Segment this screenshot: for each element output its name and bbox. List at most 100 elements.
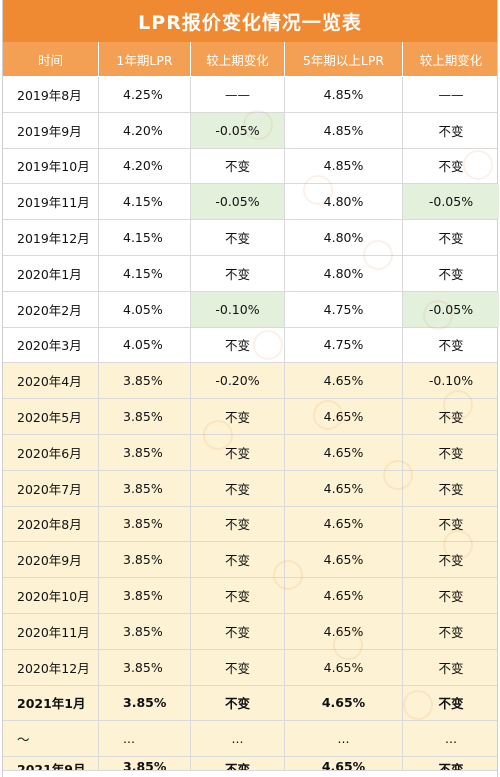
lpr1-cell: 4.15%: [99, 220, 191, 255]
change5-cell: ...: [445, 731, 457, 747]
change5-cell: 不变: [438, 762, 464, 772]
lpr5-cell: 4.80%: [285, 220, 403, 255]
lpr5-cell: 4.85%: [285, 77, 403, 112]
table-row: 2019年11月 4.15% -0.05% 4.80% -0.05%: [3, 184, 499, 221]
month-cell: 2021年9月: [3, 757, 99, 771]
change5-cell: 不变: [438, 159, 464, 175]
month-cell: 2019年10月: [3, 148, 99, 184]
table-row: 2020年6月 3.85% 不变 4.65% 不变: [3, 434, 497, 471]
table-row: 2019年9月 4.20% -0.05% 4.85% 不变: [3, 112, 497, 149]
month-cell: 2021年1月: [3, 685, 99, 721]
lpr5-cell: 4.80%: [285, 255, 403, 291]
lpr5-cell: ...: [285, 721, 403, 757]
change1-cell: ...: [191, 721, 285, 757]
lpr1-cell: 3.85%: [99, 470, 191, 506]
lpr1-cell: 4.20%: [99, 112, 191, 148]
change5-cell: 不变: [438, 123, 464, 139]
lpr1-cell: 3.85%: [99, 542, 191, 578]
table-row: 2019年10月 4.20% 不变 4.85% 不变: [3, 148, 497, 185]
change5-cell: 不变: [438, 589, 464, 605]
lpr5-cell: 4.65%: [285, 685, 403, 721]
table-row: 2020年3月 4.05% 不变 4.75% 不变: [3, 327, 497, 364]
month-cell: ～: [3, 721, 99, 757]
change1-cell: 不变: [191, 506, 285, 542]
change5-cell: 不变: [438, 517, 464, 533]
change1-cell: 不变: [191, 757, 285, 771]
lpr5-cell: 4.65%: [285, 506, 403, 542]
change5-cell: -0.05%: [403, 291, 499, 327]
change5-cell: 不变: [438, 553, 464, 569]
lpr5-cell: 4.65%: [285, 757, 403, 771]
header-change5: 较上期变化: [419, 52, 483, 68]
month-cell: 2019年11月: [3, 184, 99, 220]
change1-cell: 不变: [191, 649, 285, 685]
month-cell: 2019年8月: [3, 77, 99, 112]
month-cell: 2020年9月: [3, 542, 99, 578]
lpr1-cell: 3.85%: [99, 649, 191, 685]
change1-cell: -0.05%: [191, 184, 285, 220]
lpr1-cell: 3.85%: [99, 578, 191, 613]
table-row: ～............: [3, 721, 497, 758]
header-lpr5: 5年期以上LPR: [285, 42, 403, 76]
change1-cell: 不变: [191, 613, 285, 649]
header-row: 时间 1年期LPR 较上期变化 5年期以上LPR 较上期变化: [3, 42, 497, 77]
lpr5-cell: 4.65%: [285, 470, 403, 506]
lpr5-cell: 4.75%: [285, 291, 403, 327]
lpr5-cell: 4.65%: [285, 613, 403, 649]
change1-cell: 不变: [191, 578, 285, 613]
lpr1-cell: 4.05%: [99, 327, 191, 363]
lpr1-cell: 3.85%: [99, 506, 191, 542]
table-row: 2021年9月 3.85% 不变 4.65% 不变: [3, 757, 497, 772]
table-row: 2020年10月 3.85% 不变 4.65% 不变: [3, 578, 497, 614]
month-cell: 2020年11月: [3, 613, 99, 649]
month-cell: 2020年5月: [3, 399, 99, 434]
header-lpr1: 1年期LPR: [99, 42, 191, 76]
lpr5-cell: 4.85%: [285, 148, 403, 184]
month-cell: 2019年9月: [3, 112, 99, 148]
change1-cell: -0.05%: [191, 112, 285, 148]
table-title: LPR报价变化情况一览表: [3, 0, 497, 42]
change1-cell: 不变: [191, 434, 285, 470]
lpr1-cell: 3.85%: [99, 685, 191, 721]
lpr1-cell: 4.25%: [99, 77, 191, 112]
lpr1-cell: ...: [99, 721, 191, 757]
month-cell: 2020年3月: [3, 327, 99, 363]
change5-cell: 不变: [438, 410, 464, 426]
lpr1-cell: 3.85%: [99, 399, 191, 434]
lpr1-cell: 4.05%: [99, 291, 191, 327]
change1-cell: -0.10%: [191, 291, 285, 327]
lpr1-cell: 4.20%: [99, 148, 191, 184]
change5-cell: 不变: [438, 481, 464, 497]
month-cell: 2020年8月: [3, 506, 99, 542]
lpr5-cell: 4.65%: [285, 399, 403, 434]
table-row: 2020年12月 3.85% 不变 4.65% 不变: [3, 649, 497, 686]
table-row: 2019年12月 4.15% 不变 4.80% 不变: [3, 220, 497, 256]
header-time: 时间: [3, 42, 99, 76]
lpr1-cell: 3.85%: [99, 757, 191, 771]
change1-cell: 不变: [191, 220, 285, 255]
month-cell: 2020年12月: [3, 649, 99, 685]
lpr5-cell: 4.65%: [285, 363, 403, 399]
change5-cell: 不变: [438, 624, 464, 640]
table-row: 2021年1月 3.85% 不变 4.65% 不变: [3, 685, 497, 722]
change5-cell: -0.05%: [403, 184, 499, 220]
lpr1-cell: 3.85%: [99, 363, 191, 399]
lpr1-cell: 4.15%: [99, 184, 191, 220]
change1-cell: 不变: [191, 399, 285, 434]
table-row: 2020年11月 3.85% 不变 4.65% 不变: [3, 613, 497, 650]
change1-cell: 不变: [191, 148, 285, 184]
change5-cell: 不变: [438, 660, 464, 676]
table-row: 2020年2月 4.05% -0.10% 4.75% -0.05%: [3, 291, 499, 328]
lpr1-cell: 4.15%: [99, 255, 191, 291]
month-cell: 2020年1月: [3, 255, 99, 291]
change1-cell: 不变: [191, 542, 285, 578]
change5-cell: 不变: [438, 696, 464, 712]
table-row: 2020年7月 3.85% 不变 4.65% 不变: [3, 470, 497, 507]
change1-cell: ——: [191, 77, 285, 112]
lpr1-cell: 3.85%: [99, 613, 191, 649]
change5-cell: 不变: [438, 266, 464, 282]
lpr5-cell: 4.80%: [285, 184, 403, 220]
change1-cell: 不变: [191, 470, 285, 506]
lpr5-cell: 4.65%: [285, 542, 403, 578]
